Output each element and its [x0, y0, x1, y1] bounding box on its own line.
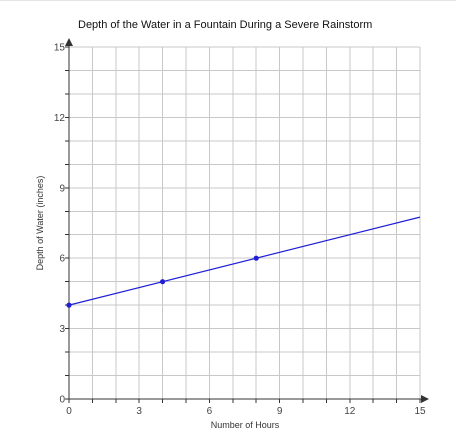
- y-tick-label: 12: [54, 113, 66, 124]
- chart-title: Depth of the Water in a Fountain During …: [78, 19, 372, 31]
- series: [66, 216, 421, 308]
- x-tick-label: 12: [344, 406, 356, 417]
- x-tick-label: 6: [207, 406, 213, 417]
- x-tick-label: 9: [277, 406, 283, 417]
- top-divider: [0, 0, 456, 1]
- x-axis-arrow: [421, 395, 429, 403]
- x-tick-label: 15: [414, 406, 426, 417]
- y-tick-label: 9: [59, 183, 65, 194]
- x-tick-label: 3: [136, 406, 142, 417]
- y-tick-label: 0: [59, 395, 65, 406]
- data-point: [160, 279, 166, 285]
- y-tick-label: 3: [59, 324, 65, 335]
- y-axis-label: Depth of Water (inches): [35, 176, 45, 271]
- ticks: 0 3 6 9 12 15 0 3 6 9 12 15: [54, 43, 426, 418]
- x-tick-label: 0: [66, 406, 72, 417]
- y-axis-arrow: [65, 38, 73, 46]
- data-point: [66, 302, 72, 308]
- x-axis-label: Number of Hours: [211, 420, 280, 430]
- grid: [69, 46, 421, 399]
- axes: [65, 38, 429, 403]
- y-tick-label: 6: [59, 254, 65, 265]
- y-tick-label: 15: [54, 43, 66, 54]
- series-line: [68, 216, 421, 306]
- data-point: [253, 255, 259, 261]
